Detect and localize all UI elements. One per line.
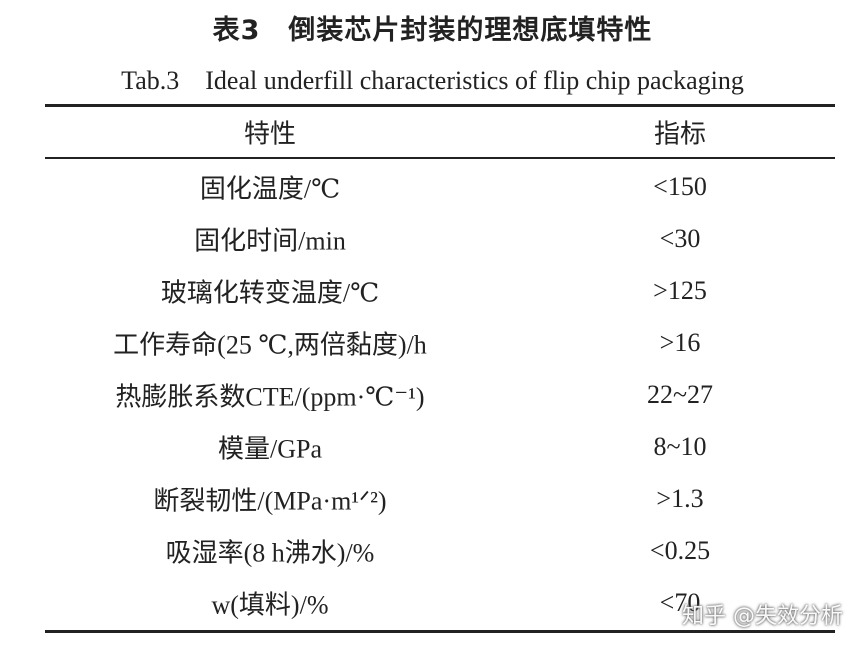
table-cell: 热膨胀系数CTE/(ppm·℃⁻¹) xyxy=(115,382,425,412)
column-header: 特性 xyxy=(243,119,296,149)
table-title: 表3 倒装芯片封装的理想底填特性 xyxy=(212,15,653,46)
table-cell: <30 xyxy=(659,224,701,253)
table-cell: 玻璃化转变温度/℃ xyxy=(160,278,380,308)
table-cell: 断裂韧性/(MPa·m¹ᐟ²) xyxy=(153,486,387,516)
table-cell: 8~10 xyxy=(653,432,707,461)
table-cell: >1.3 xyxy=(656,484,704,513)
table-cell: 22~27 xyxy=(646,380,714,409)
table-cell: 模量/GPa xyxy=(217,434,322,464)
header-rule xyxy=(45,157,835,159)
table-cell: w(填料)/% xyxy=(211,590,329,620)
table-cell: 固化时间/min xyxy=(194,226,346,256)
table-cell: 固化温度/℃ xyxy=(199,174,341,204)
top-rule xyxy=(45,104,835,107)
table-cell: <0.25 xyxy=(649,536,711,565)
table-subtitle: Tab.3 Ideal underfill characteristics of… xyxy=(121,66,744,95)
watermark: 知乎 @失效分析 xyxy=(682,604,843,629)
table-cell: 吸湿率(8 h沸水)/% xyxy=(165,538,375,568)
column-header: 指标 xyxy=(653,119,706,149)
table-cell: <70 xyxy=(659,588,701,617)
table-cell: <150 xyxy=(653,172,707,201)
table-cell: >125 xyxy=(653,276,707,305)
table-cell: 工作寿命(25 ℃,两倍黏度)/h xyxy=(113,330,427,360)
table-cell: >16 xyxy=(659,328,701,357)
bottom-rule xyxy=(45,630,835,633)
